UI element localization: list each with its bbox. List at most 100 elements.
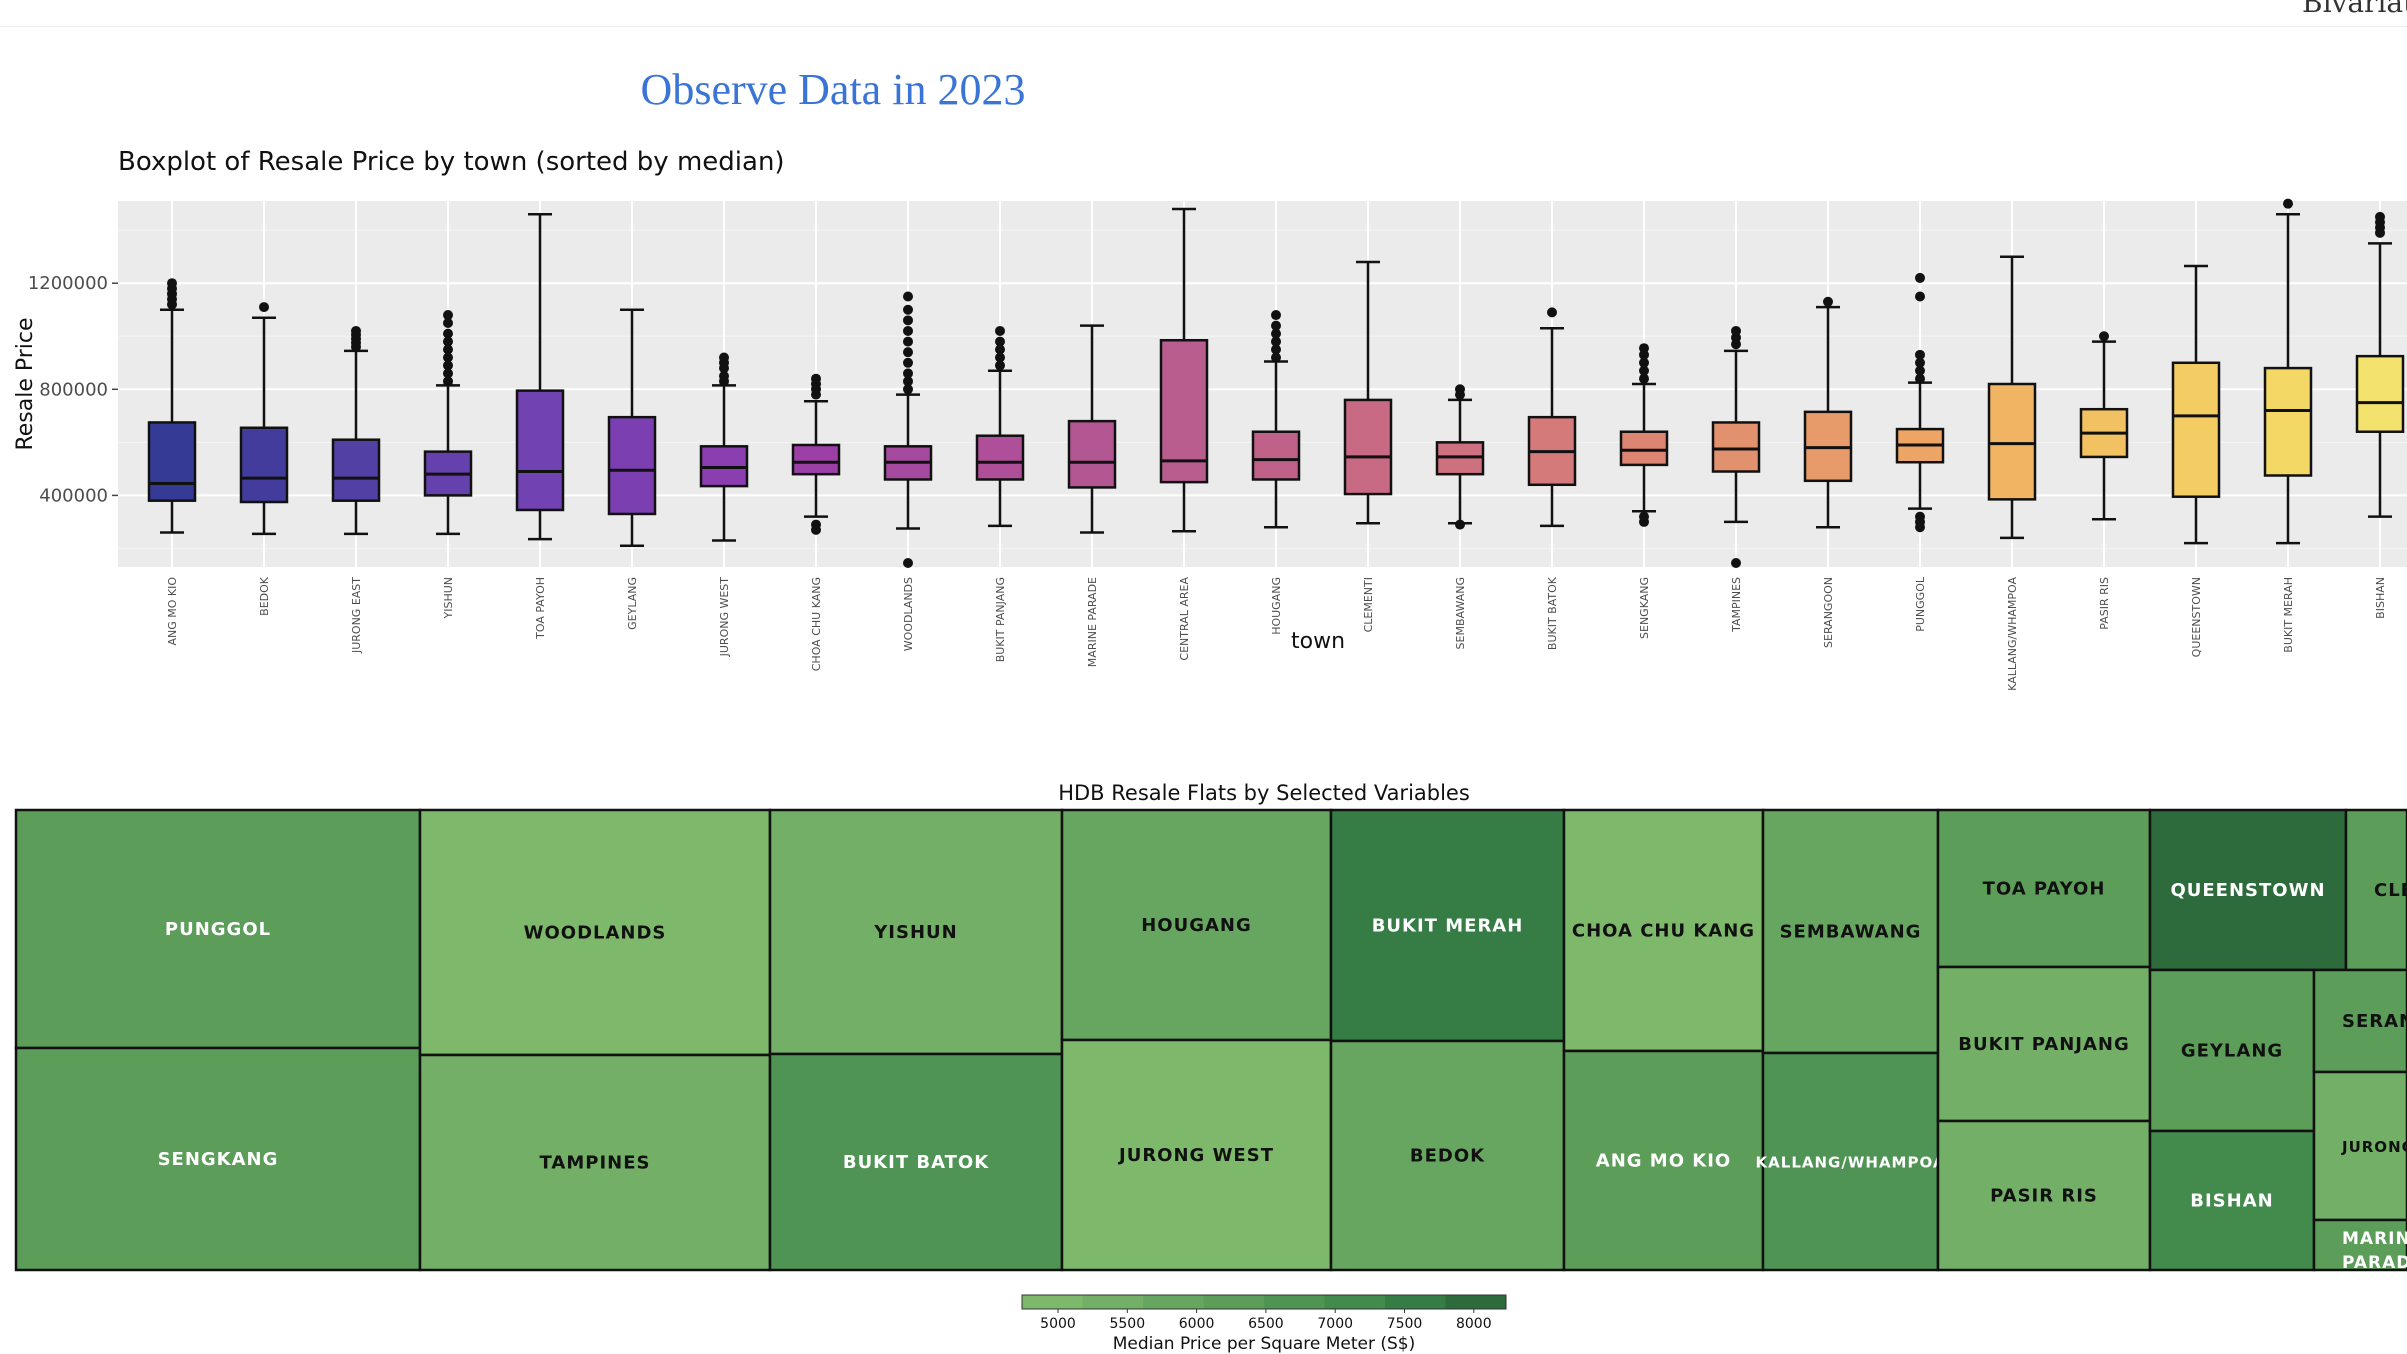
legend-swatch	[1143, 1295, 1204, 1309]
legend-swatch	[1445, 1295, 1507, 1309]
treemap-label: TAMPINES	[540, 1153, 651, 1174]
outlier-point	[443, 376, 453, 387]
x-tick-label: BUKIT MERAH	[2282, 577, 2295, 653]
box-ang-mo-kio	[147, 421, 197, 502]
x-tick-label: MARINE PARADE	[1086, 577, 1099, 667]
outlier-point	[1639, 343, 1649, 354]
x-tick-label: QUEENSTOWN	[2190, 577, 2203, 657]
box-tampines	[1711, 421, 1761, 473]
treemap-title: HDB Resale Flats by Selected Variables	[1058, 781, 1470, 805]
x-tick-label: TAMPINES	[1730, 577, 1743, 633]
outlier-point	[1915, 291, 1925, 302]
treemap-tile	[2312, 1218, 2407, 1272]
outlier-point	[903, 347, 913, 358]
outlier-point	[995, 344, 1005, 355]
treemap-label: YISHUN	[873, 922, 957, 943]
outlier-point	[903, 357, 913, 368]
treemap-label: MARINE	[2342, 1229, 2407, 1249]
box-clementi	[1343, 398, 1393, 496]
x-tick-label: BUKIT BATOK	[1546, 576, 1559, 650]
outlier-point	[1731, 325, 1741, 336]
outlier-point	[1455, 519, 1465, 530]
outlier-point	[1915, 349, 1925, 360]
treemap-label: JURONG WEST	[1117, 1145, 1274, 1166]
y-tick-label: 400000	[39, 485, 108, 506]
treemap-label: TOA PAYOH	[1983, 879, 2106, 900]
outlier-point	[443, 344, 453, 355]
treemap-label: CLEMENTI	[2374, 880, 2407, 901]
treemap-label: WOODLANDS	[524, 923, 667, 944]
outlier-point	[1639, 373, 1649, 384]
x-tick-label: CLEMENTI	[1362, 577, 1375, 632]
outlier-point	[443, 360, 453, 371]
treemap-label: PARADE	[2342, 1253, 2407, 1273]
outlier-point	[1271, 328, 1281, 339]
treemap-tile	[1562, 808, 1765, 1053]
box-kallang-whampoa	[1987, 382, 2037, 501]
box-toa-payoh	[515, 389, 565, 512]
y-axis-label: Resale Price	[13, 317, 38, 450]
x-tick-label: JURONG EAST	[350, 577, 363, 654]
legend-tick-label: 6000	[1179, 1316, 1215, 1332]
x-tick-label: SENGKANG	[1638, 577, 1651, 639]
treemap-label: GEYLANG	[2181, 1041, 2283, 1062]
x-tick-label: KALLANG/WHAMPOA	[2006, 577, 2019, 691]
outlier-point	[443, 318, 453, 328]
box-hougang	[1251, 430, 1301, 481]
outlier-point	[1271, 344, 1281, 355]
treemap-label: BUKIT PANJANG	[1958, 1034, 2130, 1055]
x-tick-label: BUKIT PANJANG	[994, 577, 1007, 662]
outlier-point	[1731, 558, 1741, 569]
legend-title: Median Price per Square Meter (S$)	[1113, 1334, 1416, 1354]
treemap-tile	[1060, 808, 1333, 1042]
box-marine-parade	[1067, 419, 1117, 489]
x-tick-label: SEMBAWANG	[1454, 577, 1467, 649]
x-tick-label: YISHUN	[442, 577, 455, 620]
outlier-point	[1915, 365, 1925, 376]
outlier-point	[1271, 352, 1281, 363]
outlier-point	[443, 328, 453, 339]
box-jurong-east	[331, 438, 381, 502]
outlier-point	[1271, 336, 1281, 347]
treemap-label: PUNGGOL	[165, 919, 271, 940]
x-tick-label: WOODLANDS	[902, 577, 915, 651]
outlier-point	[1271, 310, 1281, 321]
treemap-chart: HDB Resale Flats by Selected Variables PU…	[14, 781, 2407, 1354]
outlier-point	[443, 352, 453, 363]
outlier-point	[995, 352, 1005, 363]
outlier-point	[903, 336, 913, 347]
treemap-label: BISHAN	[2190, 1191, 2273, 1212]
legend-swatch	[1324, 1295, 1386, 1309]
treemap-label: SERANGOON	[2342, 1011, 2407, 1032]
outlier-point	[1915, 511, 1925, 522]
outlier-point	[719, 352, 729, 363]
outlier-point	[259, 302, 269, 313]
box-bishan	[2355, 354, 2405, 433]
tab-bivariate[interactable]: Bivariate	[2302, 0, 2407, 19]
x-tick-label: TOA PAYOH	[534, 577, 547, 640]
treemap-tile	[1936, 1119, 2152, 1272]
top-divider	[0, 26, 2407, 27]
x-tick-label: JURONG WEST	[718, 577, 731, 658]
legend-tick-label: 7500	[1387, 1316, 1423, 1332]
outlier-point	[903, 315, 913, 326]
treemap-label: BEDOK	[1410, 1146, 1485, 1167]
y-tick-label: 1200000	[28, 273, 108, 294]
treemap-tile	[2312, 1070, 2407, 1222]
outlier-point	[903, 291, 913, 302]
legend-swatch	[1082, 1295, 1144, 1309]
outlier-point	[1915, 373, 1925, 384]
treemap-label: SEMBAWANG	[1780, 922, 1922, 943]
outlier-point	[443, 336, 453, 347]
treemap-tile	[1936, 965, 2152, 1123]
treemap-label: BUKIT MERAH	[1372, 916, 1524, 937]
outlier-point	[995, 360, 1005, 371]
box-choa-chu-kang	[791, 443, 841, 476]
treemap-label: KALLANG/WHAMPOA	[1756, 1154, 1946, 1172]
outlier-point	[1455, 384, 1465, 395]
treemap-tile	[14, 1046, 422, 1272]
legend-tick-label: 6500	[1248, 1316, 1284, 1332]
x-axis-label: town	[1291, 629, 1345, 654]
outlier-point	[811, 373, 821, 384]
outlier-point	[1547, 307, 1557, 318]
